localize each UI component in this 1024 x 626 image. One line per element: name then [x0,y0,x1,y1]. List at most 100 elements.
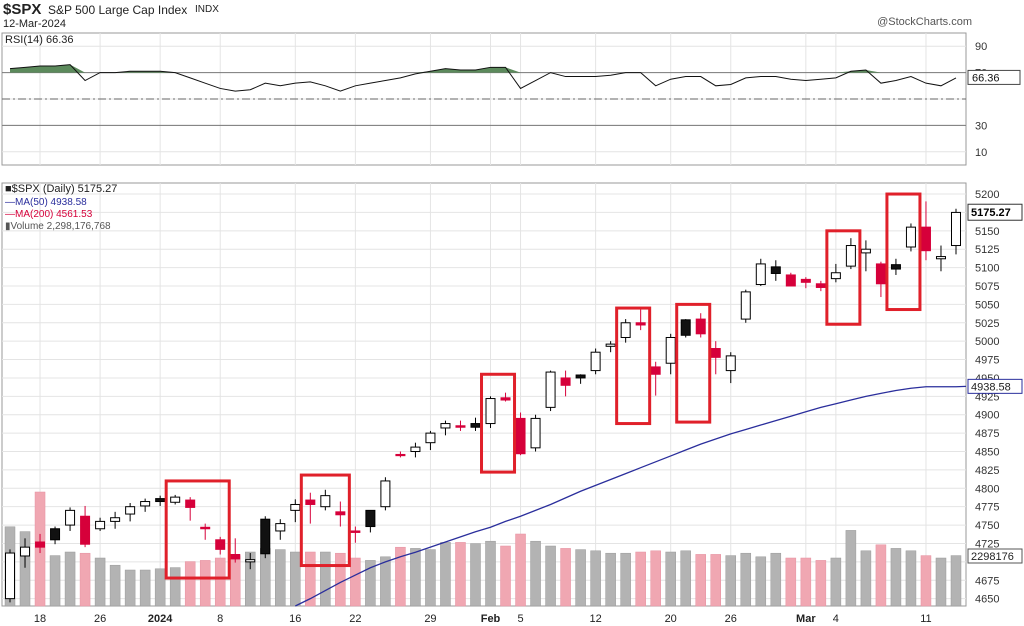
highlight-box [299,473,351,568]
candle-body [935,256,946,260]
price-tick-label: 4850 [975,447,999,459]
highlight-box [675,302,712,424]
last-price-label: 5175.27 [971,207,1011,219]
price-tick-label: 4800 [975,483,999,495]
x-tick-label: 11 [920,613,931,625]
candle-body [20,546,31,557]
chart-date: 12-Mar-2024 [3,18,66,30]
candle-body [500,397,511,401]
candle-body [530,417,541,449]
volume-bar [290,551,301,607]
price-tick-label: 4875 [975,428,999,440]
candle-body [65,509,76,526]
volume-bar [320,551,331,607]
rsi-value-tag [967,69,1021,85]
volume-bar [335,552,346,607]
volume-bar [440,542,451,607]
volume-bar [19,531,31,607]
volume-bar [500,545,511,607]
volume-bar [109,564,121,607]
candle-body [680,319,691,336]
candle-body [245,559,256,563]
price-tick-label: 5000 [975,336,999,348]
candle-body [620,322,631,338]
last-price-tag [967,203,1023,221]
candle-body [920,226,931,252]
volume-bar [620,552,631,607]
price-tick-label: 5025 [975,318,999,330]
volume-bar [920,555,932,607]
candle-body [305,499,316,505]
candle-body [575,374,586,379]
price-tick-label: 4750 [975,520,999,532]
candle-body [770,266,781,274]
volume-bar [455,542,466,607]
candle-body [455,425,466,428]
volume-bar [515,533,526,607]
volume-bar [94,557,106,607]
candle-body [275,523,286,532]
volume-bar [425,549,436,607]
candle-body [380,480,391,508]
symbol-label: $SPX [3,1,42,18]
volume-bar [665,551,676,607]
candle-body [35,541,46,548]
volume-bar [650,550,661,607]
brand-watermark: @StockCharts.com [877,16,972,28]
candle-body [320,495,331,508]
x-tick-label: Mar [796,613,816,625]
volume-bar [305,551,316,607]
candle-body [890,264,901,270]
candle-body [410,446,421,453]
exchange-label: INDX [195,4,219,15]
volume-bar [560,548,571,607]
volume-bar [530,540,541,607]
volume-bar [770,552,782,607]
candle-body [395,453,406,457]
candle-body [800,278,811,283]
candle-body [365,509,376,528]
candle-body [860,248,871,254]
ma50-tag [967,378,1023,394]
candle-body [335,511,346,516]
volume-bar [890,548,902,607]
price-tick-label: 4725 [975,538,999,550]
price-tick-label: 4675 [975,575,999,587]
ma200-legend: —MA(200) 4561.53 [5,209,93,220]
price-panel [1,182,967,607]
candle-body [260,518,271,555]
x-tick-label: 20 [665,613,677,625]
volume-bar [470,543,481,607]
volume-bar [214,557,226,607]
x-tick-label: 12 [589,613,601,625]
price-tick-label: 4775 [975,502,999,514]
volume-bar [275,549,286,607]
volume-bar [815,560,827,607]
volume-bar [79,552,91,607]
ma50-value-label: 4938.58 [971,381,1011,393]
candle-body [725,355,736,372]
price-tick-label: 5075 [975,281,999,293]
volume-bar [830,557,842,607]
candle-body [665,336,676,364]
volume-bar [740,552,752,607]
candle-body [80,515,91,545]
volume-bar [695,554,706,607]
x-tick-label: 8 [217,613,223,625]
volume-bar [710,554,721,607]
candle-body [815,283,826,288]
rsi-tick-label: 10 [975,147,987,159]
volume-bar [365,560,376,607]
rsi-value-label: 66.36 [972,72,1000,84]
price-tick-label: 5150 [975,226,999,238]
volume-bar [785,557,797,607]
volume-bar [860,550,872,607]
rsi-line [9,64,957,92]
price-tick-label: 4900 [975,410,999,422]
volume-bar [635,551,646,607]
highlight-box [480,372,517,474]
price-tick-label: 4975 [975,355,999,367]
ma50-line [295,385,967,607]
volume-bar [485,540,496,607]
